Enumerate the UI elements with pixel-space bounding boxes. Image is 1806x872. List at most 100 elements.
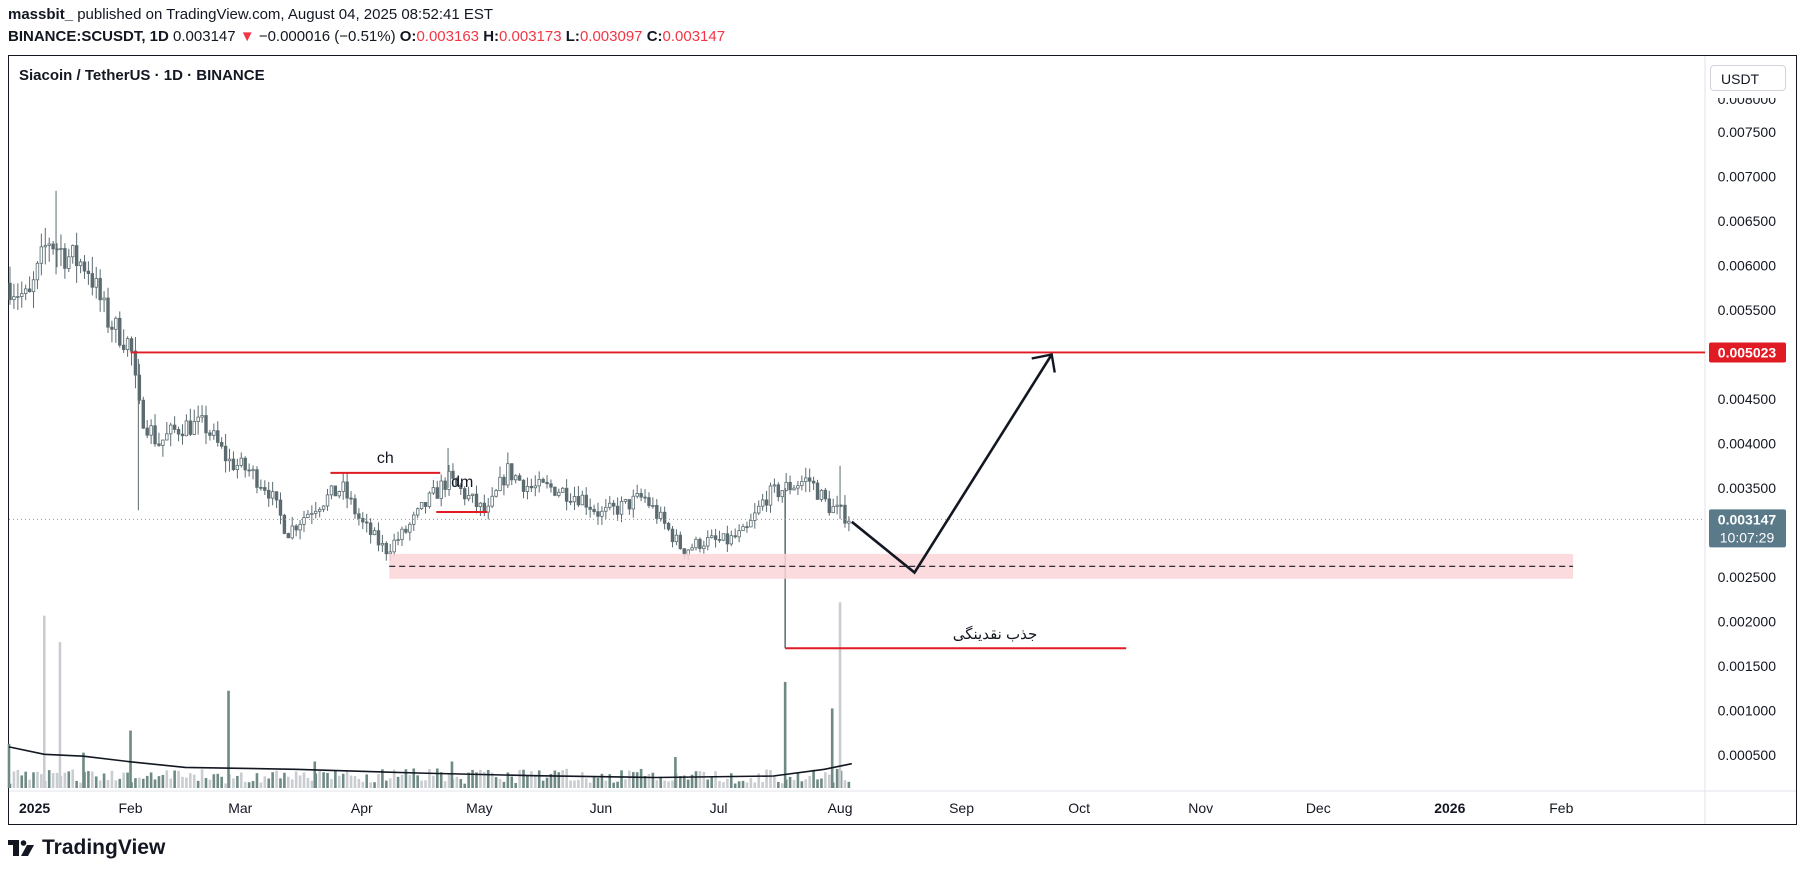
candle-body	[659, 511, 663, 519]
volume-bar	[439, 772, 443, 788]
volume-spike	[42, 615, 46, 788]
volume-bar	[620, 770, 623, 788]
volume-bar	[475, 772, 478, 788]
candle-body	[772, 484, 777, 487]
candle	[90, 256, 95, 296]
candle-body	[251, 469, 255, 472]
candle-body	[670, 528, 675, 543]
candle	[23, 284, 28, 301]
candle-body	[753, 512, 757, 521]
volume-bar	[200, 769, 204, 788]
candle-body	[12, 296, 16, 301]
candle	[831, 498, 835, 514]
candle	[239, 452, 243, 468]
volume-bar	[47, 770, 51, 788]
low-value: 0.003097	[579, 28, 643, 45]
y-tick-label: 0.001500	[1718, 658, 1777, 674]
volume-bar	[573, 780, 576, 788]
candle-body	[231, 458, 236, 470]
candle	[243, 456, 247, 478]
volume-bar	[812, 769, 815, 788]
volume-spike	[313, 761, 317, 788]
candle-body	[792, 487, 796, 491]
candle-body	[106, 297, 110, 328]
volume-bar	[287, 776, 290, 788]
volume-bar	[177, 770, 180, 788]
volume-bar	[816, 779, 819, 788]
candle	[153, 414, 157, 447]
volume-bar	[32, 772, 35, 788]
candle-body	[86, 270, 91, 274]
candle-body	[788, 481, 792, 491]
candle-body	[455, 477, 459, 486]
candle-body	[474, 493, 479, 507]
candle	[619, 496, 624, 523]
candle	[662, 506, 667, 530]
candle-body	[329, 485, 334, 496]
y-tick-label: 0.002500	[1718, 569, 1777, 585]
volume-bar	[330, 779, 333, 788]
volume-spike	[129, 730, 132, 788]
author-name[interactable]: massbit_	[8, 6, 74, 23]
candle-body	[678, 534, 683, 550]
tradingview-logo[interactable]: TradingView	[8, 836, 165, 860]
volume-bar	[565, 768, 568, 788]
volume-bar	[647, 773, 651, 788]
volume-bar	[616, 781, 619, 788]
volume-bar	[212, 774, 216, 788]
candle-body	[498, 476, 502, 492]
candle	[510, 463, 514, 486]
candle	[470, 493, 475, 503]
volume-spike	[674, 757, 677, 788]
candle	[502, 474, 506, 496]
candle	[67, 248, 71, 272]
candle-body	[392, 539, 396, 553]
candle-body	[823, 489, 828, 500]
candle	[627, 499, 632, 515]
y-tick-label: 0.004500	[1718, 391, 1777, 407]
candle	[482, 494, 487, 517]
candle-body	[353, 498, 357, 515]
volume-bar	[745, 782, 749, 788]
candle-body	[294, 525, 298, 531]
candle	[537, 471, 541, 493]
volume-bar	[428, 769, 431, 788]
volume-bar	[604, 780, 608, 788]
candle-body	[404, 528, 408, 533]
candle	[361, 512, 365, 530]
candle-body	[259, 486, 263, 489]
candle	[204, 405, 208, 445]
volume-bar	[541, 780, 545, 788]
candle-body	[796, 485, 800, 489]
volume-bar	[518, 769, 521, 788]
candle-body	[219, 442, 224, 447]
candle-body	[153, 425, 157, 445]
candle-body	[20, 293, 24, 297]
candle	[12, 283, 16, 309]
x-tick-label: Oct	[1068, 800, 1090, 816]
volume-bar	[655, 780, 659, 788]
volume-bar	[526, 775, 529, 788]
candle	[666, 521, 671, 532]
volume-bar	[326, 772, 329, 788]
volume-bar	[553, 770, 557, 788]
candle	[694, 536, 698, 551]
candle	[608, 496, 612, 511]
candle	[98, 269, 102, 312]
volume-bar	[592, 777, 596, 788]
candle-body	[604, 506, 608, 512]
candle	[435, 480, 439, 499]
candle	[549, 479, 553, 493]
candle	[216, 421, 220, 447]
candle	[674, 529, 679, 546]
candle	[20, 281, 24, 308]
candle-body	[180, 433, 185, 437]
candle-body	[427, 492, 432, 507]
candle	[611, 499, 616, 516]
candle	[333, 485, 338, 497]
volume-bar	[91, 771, 94, 788]
candle-body	[39, 246, 44, 264]
candle	[655, 499, 659, 524]
currency-button[interactable]: USDT	[1710, 65, 1786, 91]
